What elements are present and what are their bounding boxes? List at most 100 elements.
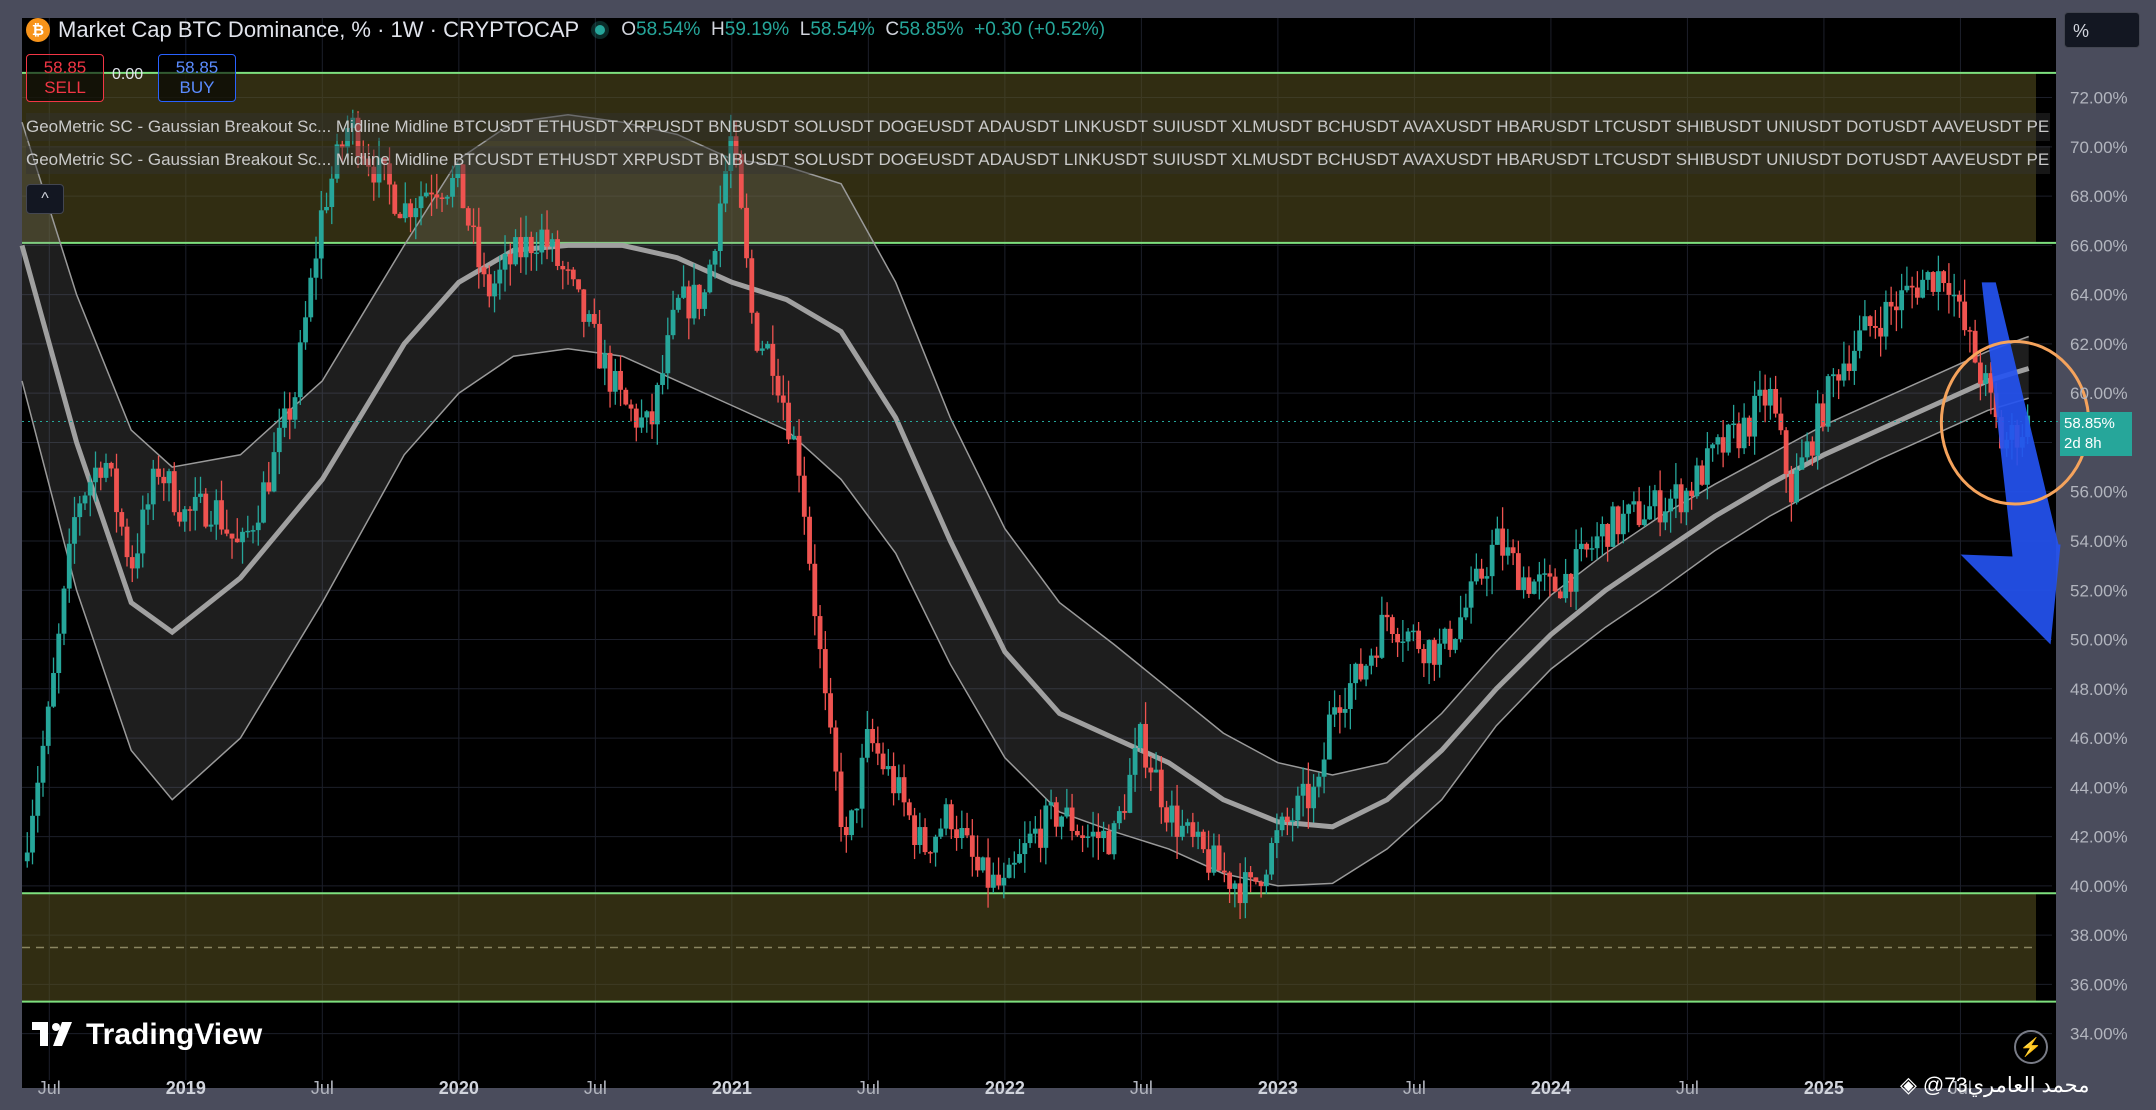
candle [1195, 821, 1201, 850]
collapse-legend-button[interactable]: ^ [26, 184, 64, 214]
last-price-label: 58.85% 2d 8h [2060, 412, 2132, 456]
candle-body [1741, 417, 1747, 449]
y-tick-label: 44.00% [2070, 778, 2128, 797]
candle [1158, 755, 1164, 824]
candle [1841, 341, 1847, 387]
candle [1615, 505, 1621, 545]
candle [1463, 593, 1469, 621]
candle [429, 174, 434, 217]
candle-body [255, 522, 261, 531]
candle-body [77, 503, 83, 518]
lightning-icon[interactable]: ⚡ [2014, 1030, 2048, 1064]
candle [434, 173, 440, 209]
indicator-legend-row[interactable]: GeoMetric SC - Gaussian Breakout Sc... M… [26, 113, 2050, 141]
sell-button[interactable]: 58.85 SELL [26, 54, 104, 102]
candle [87, 475, 93, 517]
candle-body [702, 292, 707, 309]
candle [1169, 790, 1175, 837]
candle [355, 111, 361, 169]
candle-body [1279, 816, 1285, 831]
candle-body [145, 504, 151, 510]
candle [418, 181, 424, 226]
candle-body [1227, 872, 1232, 889]
candle [72, 496, 77, 564]
candle [780, 375, 786, 421]
candle-body [140, 509, 146, 554]
candle-body [492, 283, 497, 297]
candle-body [471, 225, 476, 228]
y-tick-label: 50.00% [2070, 631, 2128, 650]
y-tick-label: 72.00% [2070, 89, 2128, 108]
x-tick-label: Jul [1949, 1078, 1972, 1098]
candle [1080, 825, 1085, 853]
candle [801, 456, 807, 535]
candle-body [518, 237, 524, 258]
symbol-title[interactable]: Market Cap BTC Dominance, % · 1W · CRYPT… [58, 17, 580, 42]
candle-body [1116, 811, 1122, 824]
candle [1374, 646, 1379, 668]
candle [1316, 772, 1322, 798]
candle-body [334, 144, 340, 179]
last-price-value: 58.85% [2064, 415, 2115, 432]
candle [24, 832, 30, 868]
candle-body [1620, 513, 1626, 535]
tradingview-logo[interactable]: TradingView [32, 1018, 262, 1052]
candle-body [1746, 417, 1752, 437]
candle [1279, 812, 1285, 837]
candle [66, 528, 72, 603]
candle-body [161, 476, 167, 484]
candle [628, 399, 634, 422]
candle [1857, 315, 1863, 359]
candle-body [1242, 872, 1248, 904]
candle [1657, 470, 1663, 537]
candle [1248, 866, 1253, 893]
candle [1799, 439, 1805, 470]
candle-body [1710, 444, 1716, 449]
candle [1190, 812, 1196, 848]
candle-body [1563, 573, 1569, 599]
candle [1200, 829, 1206, 854]
candle-body [444, 196, 450, 199]
candle-body [749, 258, 755, 313]
candle-body [1269, 843, 1274, 875]
candle [119, 508, 125, 536]
indicator-legend-row[interactable]: GeoMetric SC - Gaussian Breakout Sc... M… [26, 146, 2050, 174]
candle-body [486, 274, 492, 297]
candle [1584, 542, 1590, 558]
candle [1384, 602, 1390, 632]
candle [171, 462, 177, 516]
binance-icon: ◈ [1900, 1072, 1917, 1097]
candle-body [639, 417, 644, 428]
y-tick-label: 62.00% [2070, 335, 2128, 354]
buy-button[interactable]: 58.85 BUY [158, 54, 236, 102]
y-tick-label: 70.00% [2070, 138, 2128, 157]
candle [439, 192, 445, 213]
candle [287, 392, 293, 440]
scale-percent-button[interactable]: % [2064, 12, 2140, 48]
candle [1179, 809, 1185, 841]
candle-body [507, 253, 513, 265]
candle [1515, 540, 1521, 591]
candle [198, 476, 203, 504]
candle [807, 506, 812, 571]
candle-body [1526, 577, 1532, 594]
candle-body [1347, 683, 1353, 710]
candle-body [534, 252, 539, 254]
candle [250, 525, 256, 544]
candle [591, 298, 597, 328]
candle [1284, 807, 1290, 836]
candle-body [864, 728, 870, 758]
candle-body [675, 297, 681, 310]
candle-body [775, 375, 781, 396]
candle [103, 453, 109, 483]
candle [1914, 271, 1920, 305]
candle-body [906, 802, 912, 816]
candle-body [513, 237, 518, 265]
lower-zone-fill [22, 893, 2036, 1002]
candle [1846, 345, 1852, 381]
candle [1715, 434, 1721, 455]
candle-body [1946, 283, 1952, 295]
candle [350, 109, 356, 145]
candle-body [1237, 883, 1243, 904]
